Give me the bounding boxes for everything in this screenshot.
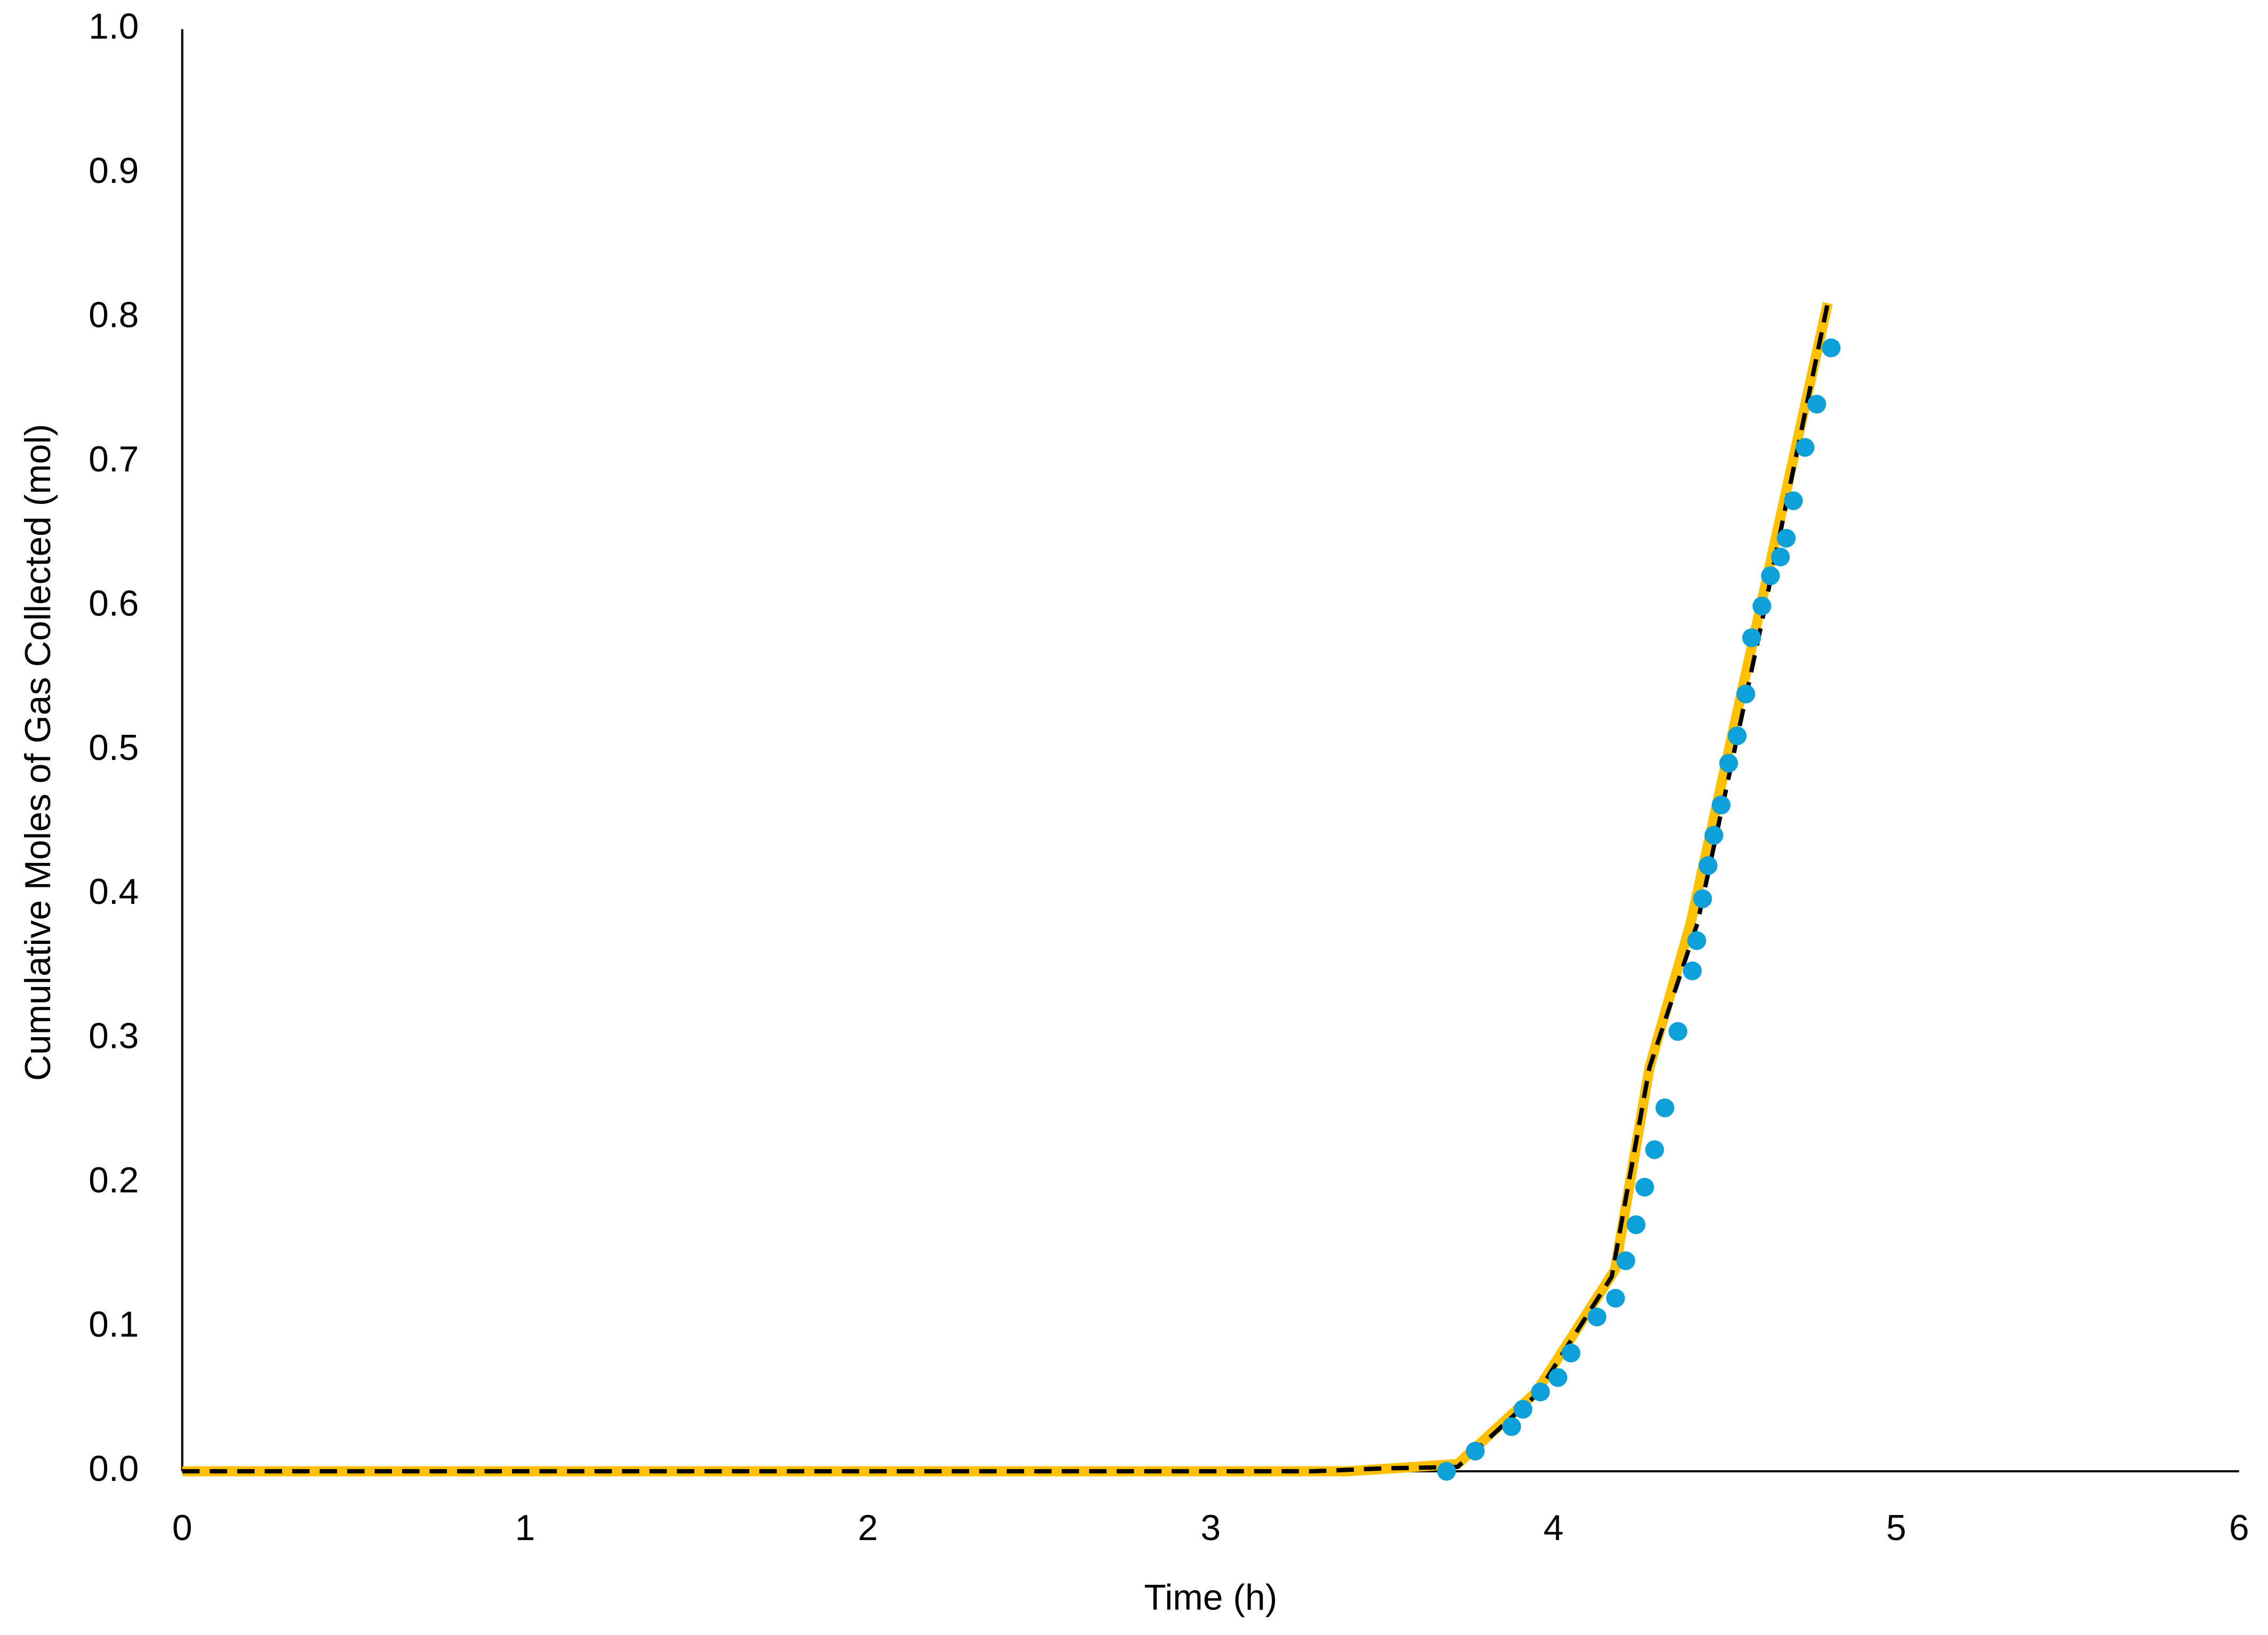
data-point bbox=[1693, 889, 1712, 909]
data-point bbox=[1776, 528, 1796, 548]
data-point bbox=[1807, 395, 1826, 414]
y-tick-label: 0.8 bbox=[89, 295, 139, 335]
data-point bbox=[1668, 1022, 1688, 1041]
y-tick-label: 0.4 bbox=[89, 872, 139, 912]
data-point bbox=[1437, 1462, 1456, 1481]
y-tick-label: 0.6 bbox=[89, 583, 139, 623]
y-tick-label: 0.0 bbox=[89, 1449, 139, 1489]
data-point bbox=[1531, 1382, 1550, 1401]
dashed-line bbox=[182, 302, 1830, 1474]
data-point bbox=[1502, 1417, 1521, 1436]
data-point bbox=[1655, 1098, 1674, 1118]
data-point bbox=[1465, 1441, 1485, 1461]
data-point bbox=[1719, 754, 1738, 773]
y-tick-label: 0.7 bbox=[89, 439, 139, 479]
data-point bbox=[1698, 856, 1718, 875]
x-tick-label: 2 bbox=[858, 1508, 878, 1548]
data-point bbox=[1645, 1140, 1664, 1159]
data-point bbox=[1682, 961, 1702, 981]
data-point bbox=[1784, 491, 1803, 510]
data-point bbox=[1513, 1400, 1533, 1419]
data-point bbox=[1687, 931, 1706, 950]
data-point bbox=[1588, 1308, 1607, 1327]
y-tick-label: 0.5 bbox=[89, 728, 139, 768]
data-point bbox=[1606, 1288, 1625, 1308]
x-tick-label: 3 bbox=[1200, 1508, 1221, 1548]
data-point bbox=[1752, 596, 1772, 616]
x-tick-label: 5 bbox=[1886, 1508, 1906, 1548]
y-tick-label: 1.0 bbox=[89, 7, 139, 47]
x-tick-label: 0 bbox=[172, 1508, 193, 1548]
y-axis-title: Cumulative Moles of Gas Collected (mol) bbox=[18, 424, 58, 1081]
line bbox=[182, 302, 1833, 1477]
x-tick-label: 6 bbox=[2229, 1508, 2249, 1548]
data-point bbox=[1796, 438, 1815, 457]
y-tick-label: 0.9 bbox=[89, 151, 139, 191]
data-point bbox=[1711, 796, 1731, 815]
data-point bbox=[1771, 547, 1790, 567]
x-tick-label: 4 bbox=[1543, 1508, 1564, 1548]
data-point bbox=[1626, 1215, 1646, 1235]
x-axis-title: Time (h) bbox=[1144, 1577, 1277, 1617]
data-point bbox=[1742, 628, 1761, 647]
data-point bbox=[1616, 1251, 1636, 1270]
data-point bbox=[1548, 1368, 1568, 1387]
data-point bbox=[1561, 1343, 1581, 1363]
data-point bbox=[1736, 684, 1756, 704]
y-tick-label: 0.2 bbox=[89, 1160, 139, 1200]
y-tick-label: 0.3 bbox=[89, 1016, 139, 1056]
x-tick-label: 1 bbox=[515, 1508, 535, 1548]
data-point bbox=[1822, 338, 1841, 358]
data-point bbox=[1761, 566, 1780, 586]
data-point bbox=[1635, 1177, 1654, 1197]
y-tick-label: 0.1 bbox=[89, 1304, 139, 1344]
data-point bbox=[1704, 825, 1724, 845]
data-point bbox=[1728, 726, 1747, 746]
